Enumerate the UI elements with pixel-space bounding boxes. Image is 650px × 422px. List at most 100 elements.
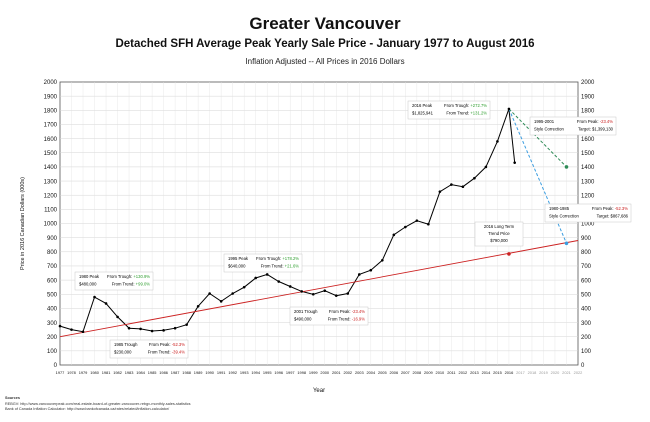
annotation-text: $790,000: [490, 238, 508, 243]
y-tick-label-left: 1200: [44, 193, 58, 199]
y-tick-label-left: 400: [47, 307, 58, 313]
x-tick-label: 2021: [562, 370, 571, 375]
annotation-text-segment: From Peak:: [592, 206, 615, 211]
annotation-text: 1995 Peak: [228, 256, 249, 261]
x-tick-label: 1977: [56, 370, 65, 375]
annotation-text-segment: Target: $1,399,130: [578, 127, 614, 132]
x-tick-label: 2004: [366, 370, 375, 375]
price-point: [104, 302, 108, 305]
x-axis-label: Year: [313, 388, 325, 394]
y-tick-label-right: 1200: [581, 193, 595, 199]
annotation-text: 2016 Peak: [412, 103, 433, 108]
y-tick-label-right: 1300: [581, 179, 595, 185]
annotation-text-segment: -16.9%: [352, 317, 366, 322]
y-tick-label-right: 100: [581, 349, 592, 355]
y-tick-label-left: 600: [47, 278, 58, 284]
price-point: [173, 326, 177, 330]
annotation-text: From Peak: -23.4%: [577, 119, 613, 124]
annotation-text: Style Correction: [534, 127, 564, 132]
x-tick-label: 2014: [482, 370, 491, 375]
annotation-text: $640,000: [228, 264, 246, 269]
x-tick-label: 1991: [217, 370, 226, 375]
price-point: [254, 276, 257, 280]
price-point: [162, 329, 165, 332]
price-point: [58, 324, 62, 328]
x-tick-label: 1984: [136, 370, 145, 375]
price-point: [334, 294, 338, 297]
annotation-text-segment: From Trend:: [112, 282, 136, 287]
price-point: [231, 292, 234, 295]
x-tick-label: 1979: [79, 370, 88, 375]
annotation-text: 2016 Long Term: [484, 224, 515, 229]
x-tick-label: 1988: [182, 370, 191, 375]
x-tick-label: 1992: [228, 370, 237, 375]
price-point: [513, 161, 516, 164]
annotation-text-segment: -23.4%: [600, 119, 614, 124]
price-point: [415, 219, 419, 222]
x-tick-label: 1994: [251, 370, 260, 375]
annotation-text: From Trough: +130.9%: [107, 274, 150, 279]
y-tick-label-right: 700: [581, 264, 592, 270]
annotation-text-segment: From Trough:: [444, 103, 470, 108]
price-point: [150, 329, 154, 333]
price-point: [300, 290, 304, 293]
y-tick-label-left: 300: [47, 321, 58, 327]
y-tick-label-left: 700: [47, 264, 58, 270]
y-tick-label-left: 1600: [44, 137, 58, 143]
x-tick-label: 2001: [332, 370, 341, 375]
price-point: [427, 222, 430, 226]
price-point: [381, 258, 384, 262]
annotation-text: From Trough: +178.2%: [256, 256, 299, 261]
annotation-text: 1980-1985: [549, 206, 570, 211]
price-point: [369, 268, 373, 272]
x-tick-label: 1998: [297, 370, 306, 375]
annotation-text-segment: +131.2%: [470, 111, 487, 116]
annotation-text: Target: $867,686: [597, 214, 629, 219]
annotation-text: From Trend: +21.6%: [261, 264, 300, 269]
price-point: [323, 289, 327, 293]
x-tick-label: 1989: [194, 370, 203, 375]
y-tick-label-left: 1700: [44, 123, 58, 129]
annotation-box-1995-peak: [223, 253, 303, 273]
y-tick-label-right: 1900: [581, 94, 595, 100]
annotation-text: From Trough: +272.7%: [444, 103, 487, 108]
target-marker: [507, 252, 511, 256]
annotation-box-2016-long-term-trend: [474, 221, 524, 247]
annotation-text-segment: +272.7%: [470, 103, 487, 108]
annotation-text-segment: -39.4%: [172, 350, 186, 355]
annotation-text: 2001 Trough: [294, 309, 318, 314]
source-rebgv: REBGV: http://www.vancouverpeak.com/real…: [5, 402, 191, 406]
y-tick-label-right: 900: [581, 236, 592, 242]
annotation-text-segment: From Peak:: [577, 119, 600, 124]
price-series-line: [59, 108, 510, 333]
price-point: [507, 107, 511, 111]
annotation-text-segment: -52.3%: [615, 206, 629, 211]
x-tick-label: 1980: [90, 370, 99, 375]
x-tick-label: 2007: [401, 370, 410, 375]
y-tick-label-left: 100: [47, 349, 58, 355]
price-point: [242, 285, 246, 289]
annotation-text: 1985 Trough: [114, 342, 138, 347]
price-point: [484, 165, 488, 169]
annotation-text: From Peak: -52.3%: [149, 342, 185, 347]
price-point: [450, 183, 453, 186]
y-tick-label-left: 1500: [44, 151, 58, 157]
annotation-text-segment: From Trend:: [446, 111, 470, 116]
annotation-text: From Trend: +131.2%: [446, 111, 487, 116]
annotation-text-segment: From Trough:: [256, 256, 282, 261]
annotation-box-1995-2001-style: [529, 116, 617, 136]
annotation-text-segment: +99.0%: [136, 282, 151, 287]
price-point: [81, 330, 85, 334]
x-tick-label: 1996: [274, 370, 283, 375]
y-tick-label-right: 500: [581, 292, 592, 298]
chart-title: Greater Vancouver: [249, 14, 401, 33]
price-point: [139, 327, 142, 331]
x-tick-label: 2013: [470, 370, 479, 375]
y-tick-label-right: 1400: [581, 165, 595, 171]
y-tick-label-left: 1000: [44, 222, 58, 228]
annotation-text-segment: +21.6%: [285, 264, 300, 269]
annotation-text: Target: $1,399,130: [578, 127, 614, 132]
annotation-text-segment: From Trend:: [261, 264, 285, 269]
price-point: [346, 292, 350, 295]
